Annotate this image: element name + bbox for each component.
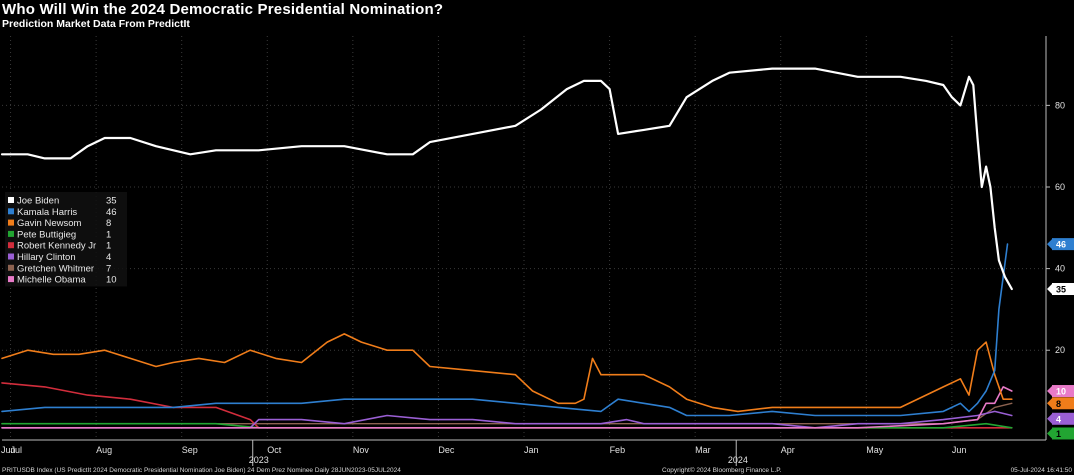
end-tag-pointer	[1047, 398, 1052, 409]
legend-series-name: Gavin Newsom	[17, 218, 81, 229]
legend-series-name: Kamala Harris	[17, 207, 77, 218]
legend-swatch	[8, 242, 14, 249]
y-tick-label: 60	[1055, 182, 1065, 192]
legend-last-value: 1	[106, 229, 111, 240]
legend-swatch	[8, 219, 14, 226]
end-tag-box	[1052, 412, 1074, 425]
x-tick-label: Feb	[610, 445, 626, 455]
end-tag-label: 4	[1056, 414, 1061, 424]
end-tag-box	[1052, 397, 1074, 410]
x-tick-label: Jun	[1, 445, 16, 455]
x-year-label: 2024	[728, 455, 748, 465]
legend-box	[5, 192, 127, 287]
chart-title: Who Will Win the 2024 Democratic Preside…	[2, 1, 444, 18]
series-line-joe-biden	[0, 67, 1013, 291]
end-value-tags: 46 35 10 8 4 1	[1047, 238, 1074, 440]
x-tick-label: Mar	[695, 445, 711, 455]
x-tick-label: Apr	[781, 445, 795, 455]
legend-swatch	[8, 230, 14, 237]
series-line-gretchen-whitmer	[1, 402, 1013, 425]
legend-last-value: 8	[106, 218, 111, 229]
end-tag-label: 35	[1056, 285, 1066, 295]
end-tag-pointer	[1047, 428, 1052, 439]
end-tag-label: 1	[1056, 429, 1061, 439]
end-tag-box	[1052, 427, 1074, 440]
chart-subtitle: Prediction Market Data From PredictIt	[2, 18, 190, 30]
end-tag-label: 10	[1056, 387, 1066, 397]
legend-last-value: 46	[106, 207, 117, 218]
series-line-robert-kennedy-jr	[1, 382, 1013, 429]
x-tick-label: Sep	[182, 445, 198, 455]
legend-last-value: 10	[106, 275, 117, 286]
gridlines	[2, 36, 1046, 440]
legend-series-name: Gretchen Whitmer	[17, 263, 94, 274]
footer: PRITUSDB Index (US PredictIt 2024 Democr…	[2, 466, 1072, 474]
x-tick-label: Oct	[267, 445, 282, 455]
legend-series-name: Joe Biden	[17, 196, 59, 207]
legend-swatch	[8, 197, 14, 203]
x-tick-label: Dec	[438, 445, 455, 455]
x-tick-label: Nov	[353, 445, 370, 455]
legend-series-name: Pete Buttigieg	[17, 229, 76, 240]
x-tick-label: May	[866, 445, 884, 455]
footer-source: PRITUSDB Index (US PredictIt 2024 Democr…	[2, 467, 401, 474]
legend-series-name: Hillary Clinton	[17, 252, 76, 263]
x-year-label: 2023	[249, 455, 269, 465]
legend-swatch	[8, 208, 14, 215]
legend-last-value: 35	[106, 196, 117, 207]
end-tag-label: 8	[1056, 399, 1061, 409]
series-line-kamala-harris	[1, 243, 1009, 417]
x-tick-label: Jan	[524, 445, 539, 455]
legend-last-value: 4	[106, 252, 111, 263]
series-line-michelle-obama	[1, 386, 1013, 429]
series-line-hillary-clinton	[1, 410, 1013, 429]
end-tag-pointer	[1047, 284, 1052, 295]
legend-last-value: 1	[106, 241, 111, 252]
legend-last-value: 7	[106, 263, 111, 274]
legend: Joe Biden 35 Kamala Harris 46 Gavin Newsom 8 P…	[5, 192, 127, 287]
legend-swatch	[8, 253, 14, 260]
end-tag-label: 46	[1056, 240, 1066, 250]
y-tick-label: 40	[1055, 264, 1065, 274]
legend-series-name: Michelle Obama	[17, 275, 86, 286]
footer-copyright: Copyright© 2024 Bloomberg Finance L.P.	[662, 466, 782, 474]
end-tag-pointer	[1047, 413, 1052, 424]
series-line-gavin-newsom	[1, 333, 1013, 413]
x-tick-label: Jun	[952, 445, 967, 455]
end-tag-box	[1052, 385, 1074, 398]
legend-series-name: Robert Kennedy Jr	[17, 241, 96, 252]
y-tick-label: 80	[1055, 100, 1065, 110]
footer-timestamp: 05-Jul-2024 16:41:50	[1011, 467, 1073, 474]
x-tick-label: Jul	[11, 445, 23, 455]
end-tag-box	[1052, 238, 1074, 251]
legend-swatch	[8, 264, 14, 271]
end-tag-pointer	[1047, 239, 1052, 250]
end-tag-pointer	[1047, 386, 1052, 397]
y-tick-label: 20	[1055, 345, 1065, 355]
end-tag-box	[1052, 283, 1074, 296]
x-tick-label: Aug	[96, 445, 112, 455]
series-lines	[0, 67, 1013, 429]
legend-swatch	[8, 276, 14, 283]
y-axis: 20 40 60 80	[1045, 36, 1065, 440]
